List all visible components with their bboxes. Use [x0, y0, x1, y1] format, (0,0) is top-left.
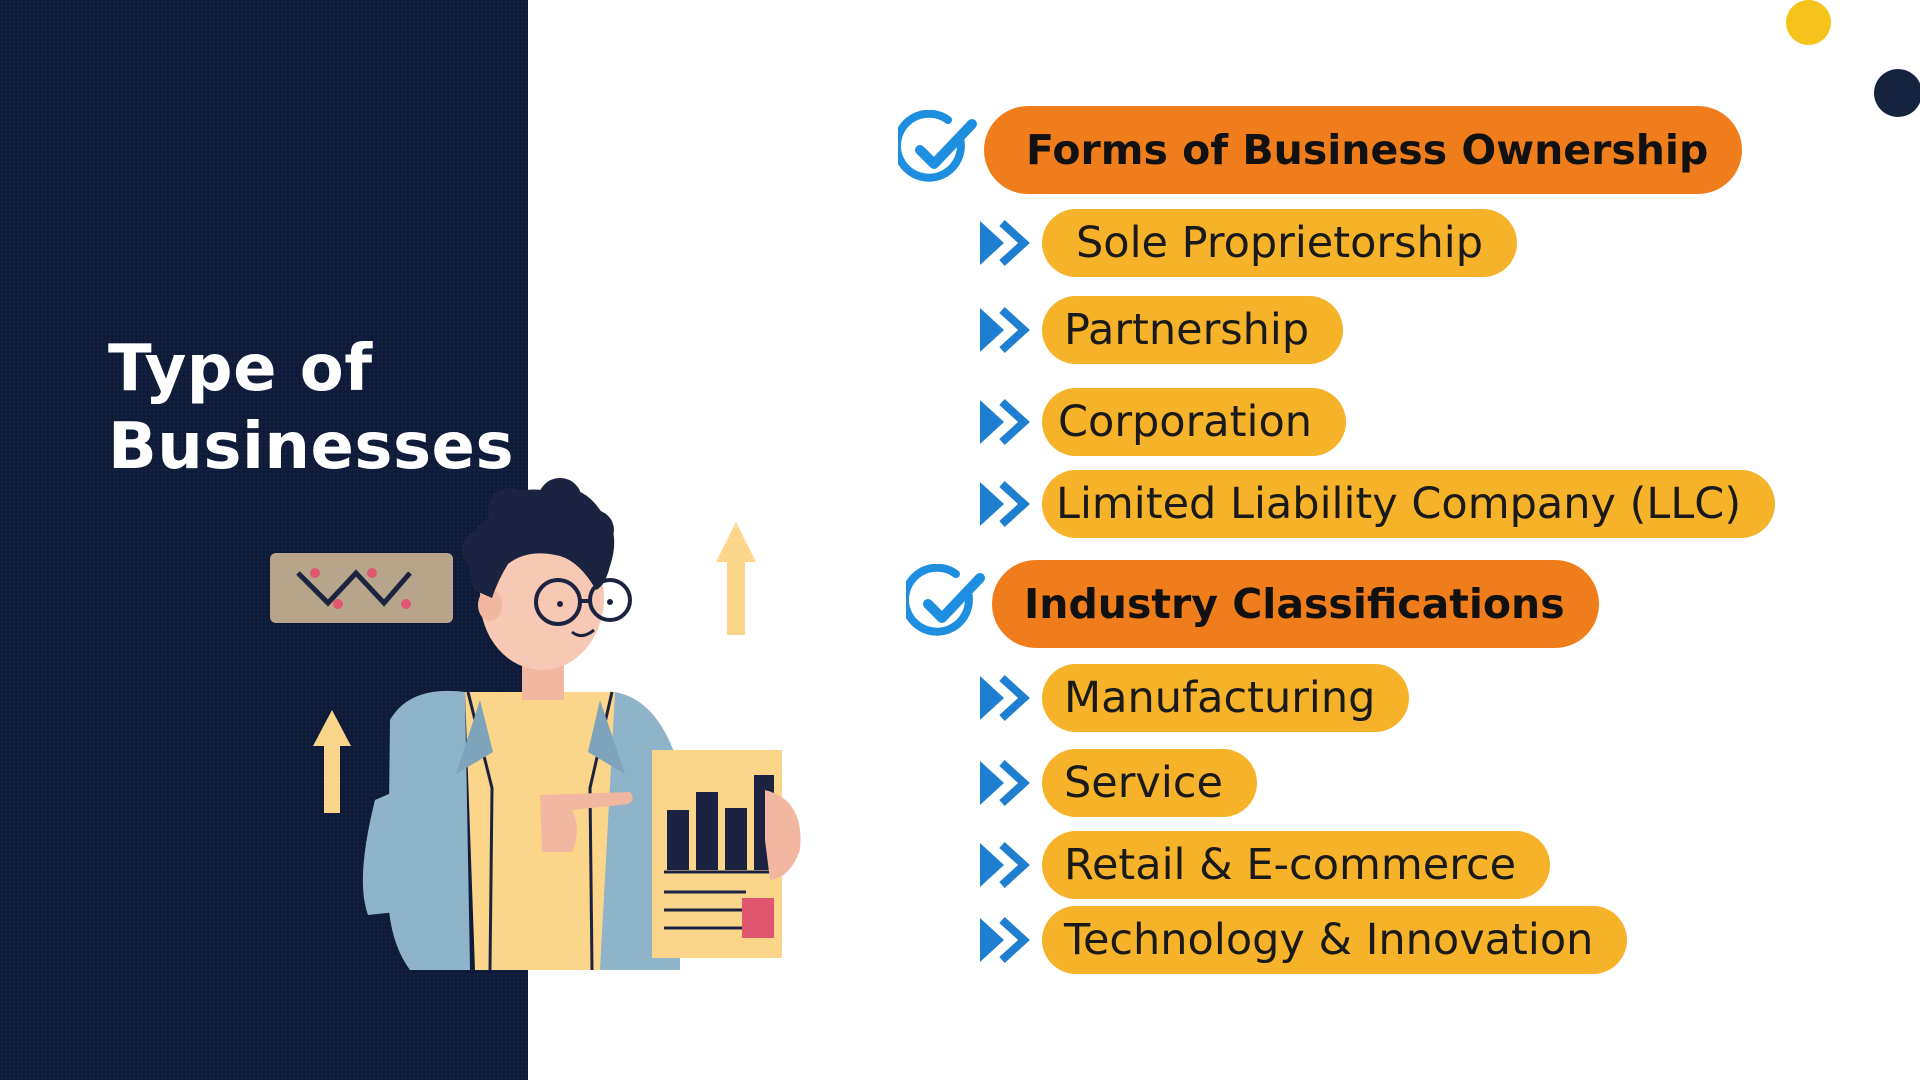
list-item: Technology & Innovation [978, 906, 1628, 974]
list-item-label: Technology & Innovation [1042, 906, 1628, 974]
list-item: Sole Proprietorship [978, 209, 1518, 277]
double-chevron-icon [980, 307, 1030, 353]
double-chevron-icon [980, 399, 1030, 445]
list-item-label: Retail & E-commerce [1042, 831, 1551, 899]
double-chevron-icon [980, 842, 1030, 888]
left-panel [0, 0, 528, 1080]
slide-title-line1: Type of [108, 332, 373, 406]
list-item-label: Corporation [1042, 388, 1347, 456]
slide-title: Type of Businesses [108, 330, 515, 486]
list-item-label: Limited Liability Company (LLC) [1042, 470, 1776, 538]
list-item: Retail & E-commerce [978, 831, 1551, 899]
list-item: Manufacturing [978, 664, 1410, 732]
list-item: Service [978, 749, 1257, 817]
list-item: Corporation [978, 388, 1347, 456]
businessman-presenting-chart-icon [270, 478, 801, 971]
list-item: Limited Liability Company (LLC) [978, 470, 1776, 538]
list-item-label: Sole Proprietorship [1042, 209, 1518, 277]
section-heading-ownership: Forms of Business Ownership [984, 106, 1743, 194]
double-chevron-icon [980, 675, 1030, 721]
double-chevron-icon [980, 760, 1030, 806]
list-item-label: Manufacturing [1042, 664, 1410, 732]
section-heading-row-ownership: Forms of Business Ownership [898, 106, 1743, 194]
list-item: Partnership [978, 296, 1344, 364]
list-item-label: Partnership [1042, 296, 1344, 364]
double-chevron-icon [980, 220, 1030, 266]
decorative-yellow-dot [1786, 0, 1831, 45]
list-item-label: Service [1042, 749, 1257, 817]
check-circle-icon [906, 564, 985, 636]
section-heading-row-industry: Industry Classifications [906, 560, 1599, 648]
double-chevron-icon [980, 917, 1030, 963]
decorative-navy-dot [1874, 69, 1920, 117]
check-circle-icon [898, 110, 977, 182]
section-heading-industry: Industry Classifications [992, 560, 1599, 648]
slide-title-line2: Businesses [108, 410, 515, 484]
double-chevron-icon [980, 481, 1030, 527]
